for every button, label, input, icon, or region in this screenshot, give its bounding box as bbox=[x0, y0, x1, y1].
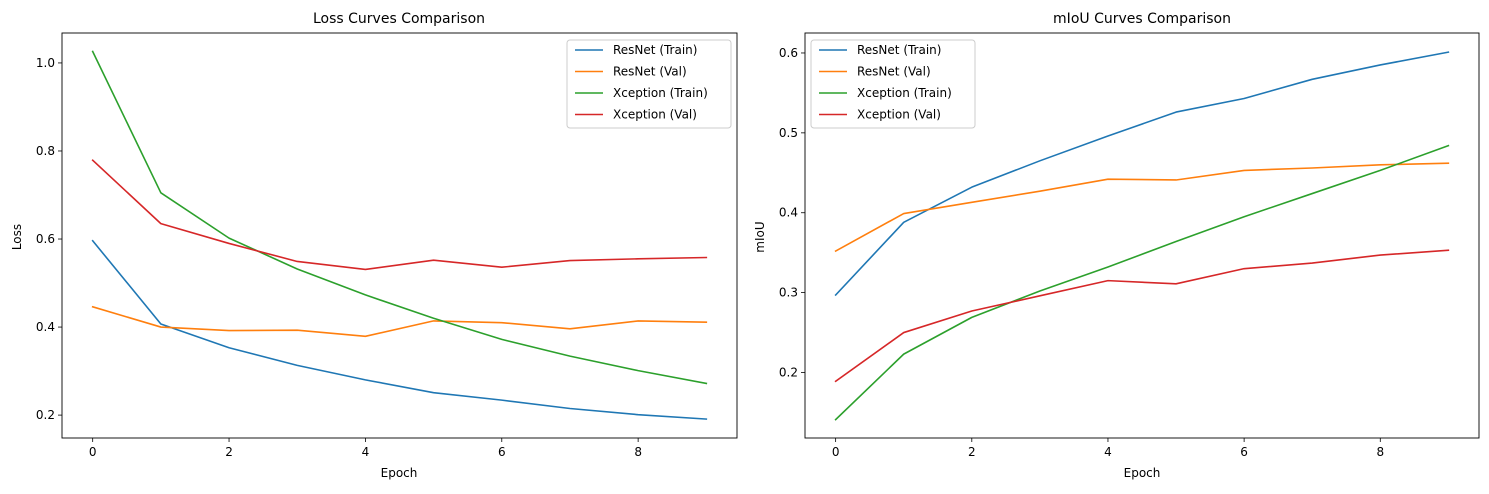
miou-legend-label-resnet-val: ResNet (Val) bbox=[857, 65, 931, 79]
loss-chart-legend: ResNet (Train) ResNet (Val) Xception (Tr… bbox=[567, 40, 731, 128]
loss-legend-label-resnet-train: ResNet (Train) bbox=[613, 43, 697, 57]
loss-xtick-label: 0 bbox=[89, 445, 97, 459]
miou-chart-ylabel: mIoU bbox=[753, 221, 767, 252]
loss-chart-title: Loss Curves Comparison bbox=[313, 11, 485, 27]
miou-xtick-label: 0 bbox=[832, 445, 840, 459]
loss-ytick-label: 0.8 bbox=[36, 144, 55, 158]
miou-chart-title: mIoU Curves Comparison bbox=[1053, 11, 1231, 27]
miou-legend-label-xception-train: Xception (Train) bbox=[857, 86, 952, 100]
loss-xtick-label: 6 bbox=[498, 445, 506, 459]
miou-ytick-label: 0.2 bbox=[779, 365, 798, 379]
miou-xtick-label: 4 bbox=[1104, 445, 1112, 459]
loss-legend-label-resnet-val: ResNet (Val) bbox=[613, 65, 687, 79]
loss-legend-label-xception-val: Xception (Val) bbox=[613, 108, 697, 122]
miou-ytick-label: 0.6 bbox=[779, 46, 798, 60]
miou-ytick-label: 0.4 bbox=[779, 206, 798, 220]
loss-ytick-label: 0.6 bbox=[36, 232, 55, 246]
miou-ytick-label: 0.3 bbox=[779, 286, 798, 300]
miou-xtick-label: 6 bbox=[1240, 445, 1248, 459]
loss-ytick-label: 1.0 bbox=[36, 56, 55, 70]
miou-ytick-label: 0.5 bbox=[779, 126, 798, 140]
loss-ytick-label: 0.4 bbox=[36, 320, 55, 334]
loss-chart-ylabel: Loss bbox=[10, 224, 24, 250]
miou-xtick-label: 2 bbox=[968, 445, 976, 459]
loss-xtick-label: 8 bbox=[634, 445, 642, 459]
loss-xtick-label: 2 bbox=[225, 445, 233, 459]
miou-legend-label-xception-val: Xception (Val) bbox=[857, 108, 941, 122]
loss-xtick-label: 4 bbox=[362, 445, 370, 459]
miou-chart-legend: ResNet (Train) ResNet (Val) Xception (Tr… bbox=[811, 40, 975, 128]
miou-chart-xlabel: Epoch bbox=[1124, 466, 1161, 480]
loss-ytick-label: 0.2 bbox=[36, 408, 55, 422]
miou-legend-label-resnet-train: ResNet (Train) bbox=[857, 43, 941, 57]
loss-chart-xlabel: Epoch bbox=[381, 466, 418, 480]
loss-legend-label-xception-train: Xception (Train) bbox=[613, 86, 708, 100]
miou-xtick-label: 8 bbox=[1376, 445, 1384, 459]
